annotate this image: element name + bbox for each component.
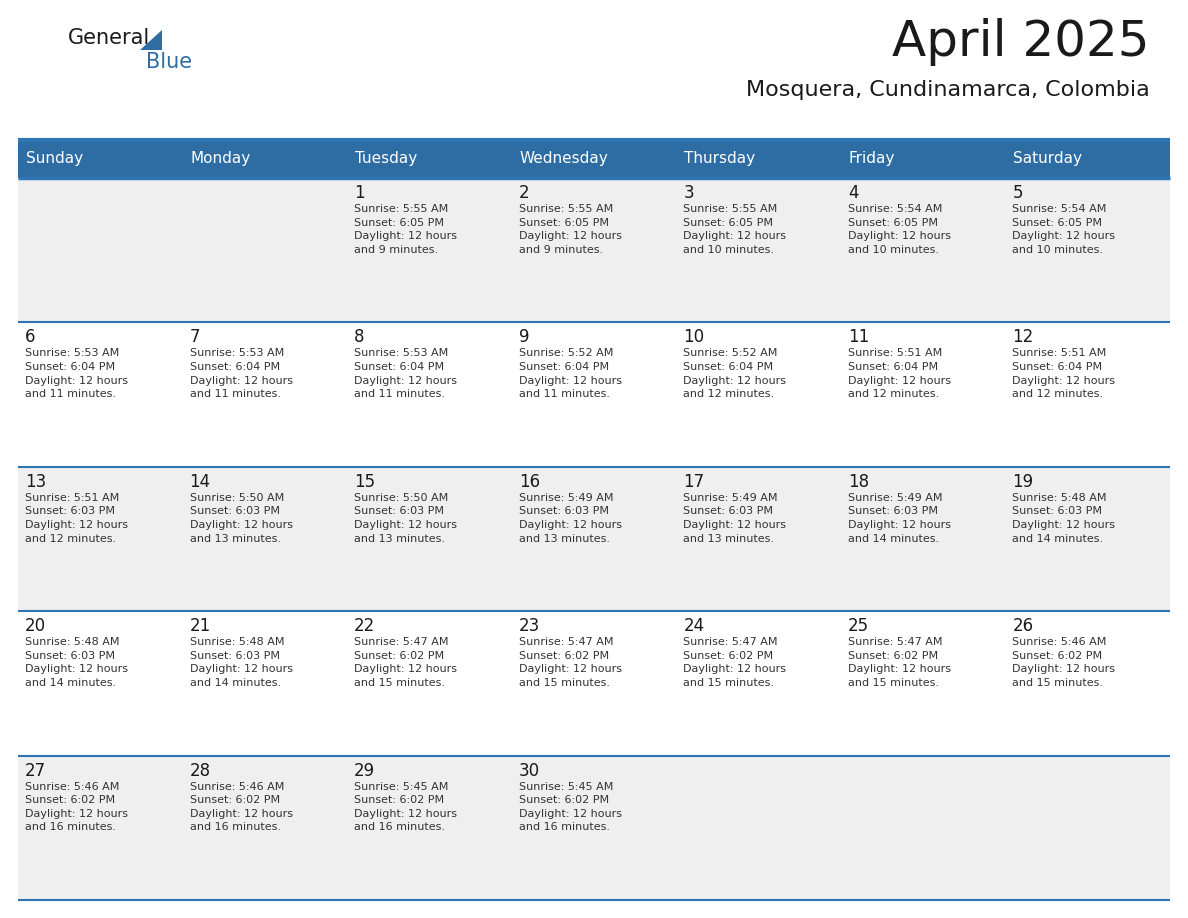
Text: Tuesday: Tuesday	[355, 151, 417, 166]
Text: Sunrise: 5:48 AM
Sunset: 6:03 PM
Daylight: 12 hours
and 14 minutes.: Sunrise: 5:48 AM Sunset: 6:03 PM Dayligh…	[25, 637, 128, 688]
Bar	[18, 756, 1170, 900]
Polygon shape	[140, 30, 162, 50]
Text: 13: 13	[25, 473, 46, 491]
Text: Wednesday: Wednesday	[519, 151, 608, 166]
Text: 8: 8	[354, 329, 365, 346]
Text: Sunrise: 5:45 AM
Sunset: 6:02 PM
Daylight: 12 hours
and 16 minutes.: Sunrise: 5:45 AM Sunset: 6:02 PM Dayligh…	[519, 781, 621, 833]
Text: 18: 18	[848, 473, 868, 491]
Text: Monday: Monday	[190, 151, 251, 166]
Text: Sunrise: 5:55 AM
Sunset: 6:05 PM
Daylight: 12 hours
and 9 minutes.: Sunrise: 5:55 AM Sunset: 6:05 PM Dayligh…	[519, 204, 621, 255]
Text: Sunrise: 5:51 AM
Sunset: 6:04 PM
Daylight: 12 hours
and 12 minutes.: Sunrise: 5:51 AM Sunset: 6:04 PM Dayligh…	[848, 349, 950, 399]
Text: 29: 29	[354, 762, 375, 779]
Text: Sunrise: 5:46 AM
Sunset: 6:02 PM
Daylight: 12 hours
and 16 minutes.: Sunrise: 5:46 AM Sunset: 6:02 PM Dayligh…	[25, 781, 128, 833]
Text: Sunrise: 5:53 AM
Sunset: 6:04 PM
Daylight: 12 hours
and 11 minutes.: Sunrise: 5:53 AM Sunset: 6:04 PM Dayligh…	[25, 349, 128, 399]
Text: 10: 10	[683, 329, 704, 346]
Text: 1: 1	[354, 184, 365, 202]
Text: Sunrise: 5:49 AM
Sunset: 6:03 PM
Daylight: 12 hours
and 14 minutes.: Sunrise: 5:49 AM Sunset: 6:03 PM Dayligh…	[848, 493, 950, 543]
Text: 7: 7	[190, 329, 200, 346]
Text: Sunrise: 5:47 AM
Sunset: 6:02 PM
Daylight: 12 hours
and 15 minutes.: Sunrise: 5:47 AM Sunset: 6:02 PM Dayligh…	[848, 637, 950, 688]
Text: Sunrise: 5:51 AM
Sunset: 6:04 PM
Daylight: 12 hours
and 12 minutes.: Sunrise: 5:51 AM Sunset: 6:04 PM Dayligh…	[1012, 349, 1116, 399]
Text: Sunrise: 5:46 AM
Sunset: 6:02 PM
Daylight: 12 hours
and 16 minutes.: Sunrise: 5:46 AM Sunset: 6:02 PM Dayligh…	[190, 781, 292, 833]
Text: Sunrise: 5:52 AM
Sunset: 6:04 PM
Daylight: 12 hours
and 11 minutes.: Sunrise: 5:52 AM Sunset: 6:04 PM Dayligh…	[519, 349, 621, 399]
Text: 25: 25	[848, 617, 868, 635]
Text: 26: 26	[1012, 617, 1034, 635]
Text: Sunrise: 5:49 AM
Sunset: 6:03 PM
Daylight: 12 hours
and 13 minutes.: Sunrise: 5:49 AM Sunset: 6:03 PM Dayligh…	[683, 493, 786, 543]
Text: Sunday: Sunday	[26, 151, 83, 166]
Bar	[18, 466, 1170, 611]
Text: April 2025: April 2025	[892, 18, 1150, 66]
Text: Friday: Friday	[849, 151, 896, 166]
Text: Sunrise: 5:50 AM
Sunset: 6:03 PM
Daylight: 12 hours
and 13 minutes.: Sunrise: 5:50 AM Sunset: 6:03 PM Dayligh…	[354, 493, 457, 543]
Text: 9: 9	[519, 329, 529, 346]
Text: 14: 14	[190, 473, 210, 491]
Text: 28: 28	[190, 762, 210, 779]
Text: 30: 30	[519, 762, 539, 779]
Text: Blue: Blue	[146, 52, 192, 72]
Text: 12: 12	[1012, 329, 1034, 346]
Text: Sunrise: 5:47 AM
Sunset: 6:02 PM
Daylight: 12 hours
and 15 minutes.: Sunrise: 5:47 AM Sunset: 6:02 PM Dayligh…	[683, 637, 786, 688]
Text: 15: 15	[354, 473, 375, 491]
Text: 23: 23	[519, 617, 541, 635]
Text: Sunrise: 5:54 AM
Sunset: 6:05 PM
Daylight: 12 hours
and 10 minutes.: Sunrise: 5:54 AM Sunset: 6:05 PM Dayligh…	[848, 204, 950, 255]
Text: General: General	[68, 28, 150, 48]
Text: Mosquera, Cundinamarca, Colombia: Mosquera, Cundinamarca, Colombia	[746, 80, 1150, 100]
Text: Sunrise: 5:54 AM
Sunset: 6:05 PM
Daylight: 12 hours
and 10 minutes.: Sunrise: 5:54 AM Sunset: 6:05 PM Dayligh…	[1012, 204, 1116, 255]
Text: 11: 11	[848, 329, 870, 346]
Bar	[18, 178, 1170, 322]
Text: Sunrise: 5:46 AM
Sunset: 6:02 PM
Daylight: 12 hours
and 15 minutes.: Sunrise: 5:46 AM Sunset: 6:02 PM Dayligh…	[1012, 637, 1116, 688]
Text: 6: 6	[25, 329, 36, 346]
Text: 24: 24	[683, 617, 704, 635]
Text: 19: 19	[1012, 473, 1034, 491]
Text: Saturday: Saturday	[1013, 151, 1082, 166]
Text: Sunrise: 5:47 AM
Sunset: 6:02 PM
Daylight: 12 hours
and 15 minutes.: Sunrise: 5:47 AM Sunset: 6:02 PM Dayligh…	[354, 637, 457, 688]
Text: 17: 17	[683, 473, 704, 491]
Text: 20: 20	[25, 617, 46, 635]
Bar	[18, 140, 1170, 178]
Text: Sunrise: 5:53 AM
Sunset: 6:04 PM
Daylight: 12 hours
and 11 minutes.: Sunrise: 5:53 AM Sunset: 6:04 PM Dayligh…	[354, 349, 457, 399]
Text: 2: 2	[519, 184, 530, 202]
Text: Sunrise: 5:55 AM
Sunset: 6:05 PM
Daylight: 12 hours
and 9 minutes.: Sunrise: 5:55 AM Sunset: 6:05 PM Dayligh…	[354, 204, 457, 255]
Text: Sunrise: 5:48 AM
Sunset: 6:03 PM
Daylight: 12 hours
and 14 minutes.: Sunrise: 5:48 AM Sunset: 6:03 PM Dayligh…	[1012, 493, 1116, 543]
Text: Sunrise: 5:45 AM
Sunset: 6:02 PM
Daylight: 12 hours
and 16 minutes.: Sunrise: 5:45 AM Sunset: 6:02 PM Dayligh…	[354, 781, 457, 833]
Text: Sunrise: 5:49 AM
Sunset: 6:03 PM
Daylight: 12 hours
and 13 minutes.: Sunrise: 5:49 AM Sunset: 6:03 PM Dayligh…	[519, 493, 621, 543]
Text: Sunrise: 5:47 AM
Sunset: 6:02 PM
Daylight: 12 hours
and 15 minutes.: Sunrise: 5:47 AM Sunset: 6:02 PM Dayligh…	[519, 637, 621, 688]
Text: 22: 22	[354, 617, 375, 635]
Bar	[18, 611, 1170, 756]
Text: Sunrise: 5:50 AM
Sunset: 6:03 PM
Daylight: 12 hours
and 13 minutes.: Sunrise: 5:50 AM Sunset: 6:03 PM Dayligh…	[190, 493, 292, 543]
Text: 21: 21	[190, 617, 210, 635]
Text: 16: 16	[519, 473, 539, 491]
Text: 4: 4	[848, 184, 859, 202]
Text: Sunrise: 5:51 AM
Sunset: 6:03 PM
Daylight: 12 hours
and 12 minutes.: Sunrise: 5:51 AM Sunset: 6:03 PM Dayligh…	[25, 493, 128, 543]
Text: Sunrise: 5:53 AM
Sunset: 6:04 PM
Daylight: 12 hours
and 11 minutes.: Sunrise: 5:53 AM Sunset: 6:04 PM Dayligh…	[190, 349, 292, 399]
Text: Sunrise: 5:55 AM
Sunset: 6:05 PM
Daylight: 12 hours
and 10 minutes.: Sunrise: 5:55 AM Sunset: 6:05 PM Dayligh…	[683, 204, 786, 255]
Text: Sunrise: 5:48 AM
Sunset: 6:03 PM
Daylight: 12 hours
and 14 minutes.: Sunrise: 5:48 AM Sunset: 6:03 PM Dayligh…	[190, 637, 292, 688]
Text: Thursday: Thursday	[684, 151, 756, 166]
Text: 3: 3	[683, 184, 694, 202]
Text: 5: 5	[1012, 184, 1023, 202]
Text: 27: 27	[25, 762, 46, 779]
Text: Sunrise: 5:52 AM
Sunset: 6:04 PM
Daylight: 12 hours
and 12 minutes.: Sunrise: 5:52 AM Sunset: 6:04 PM Dayligh…	[683, 349, 786, 399]
Bar	[18, 322, 1170, 466]
